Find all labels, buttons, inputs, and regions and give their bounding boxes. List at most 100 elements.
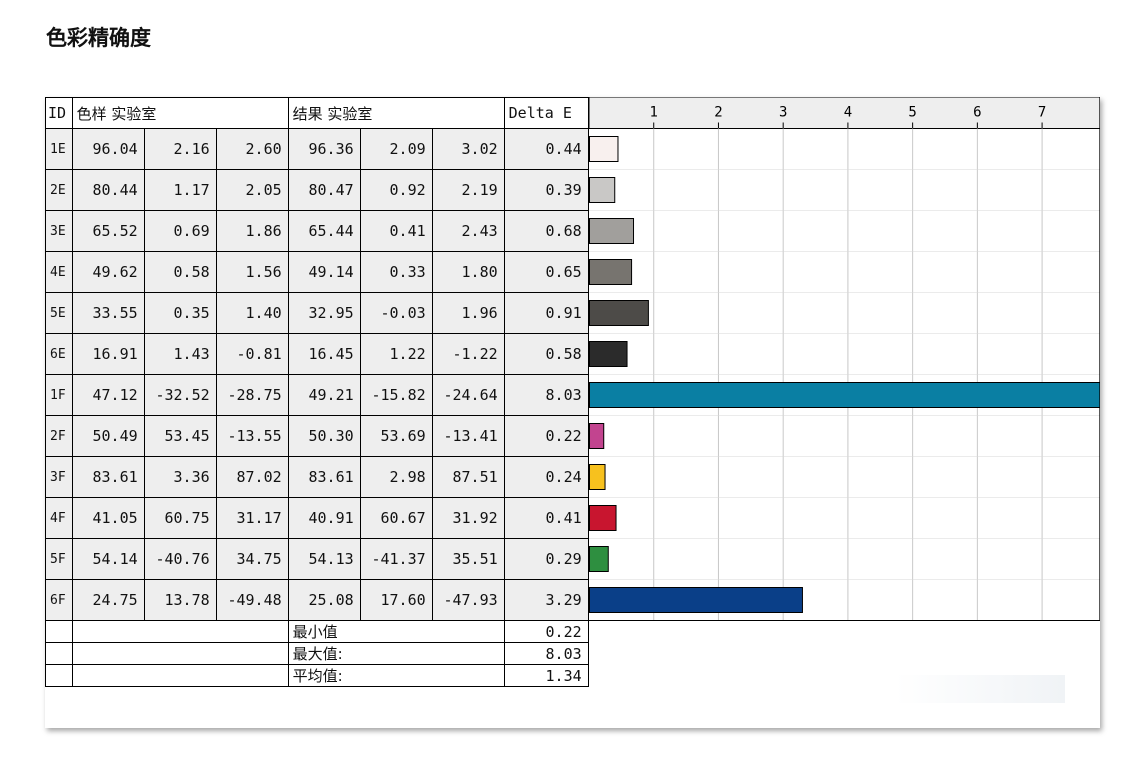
table-row: 6F 24.75 13.78 -49.48 25.08 17.60 -47.93 3.29 (45, 579, 589, 621)
result-lab-cell: 16.45 (287, 333, 361, 375)
bar (588, 423, 604, 449)
row-id-cell: 6E (45, 333, 73, 375)
sample-lab-cell: 1.86 (215, 210, 289, 252)
result-lab-cell: 0.41 (359, 210, 433, 252)
result-lab-cell: -24.64 (431, 374, 505, 416)
summary-row: 最小值 0.22 (45, 620, 589, 643)
empty-cell (45, 620, 73, 643)
sample-lab-cell: 2.16 (143, 128, 217, 170)
bar (588, 587, 803, 613)
sample-lab-cell: 47.12 (71, 374, 145, 416)
result-lab-cell: -47.93 (431, 579, 505, 621)
delta-e-bar-chart: 1 2 3 4 5 6 7 (588, 97, 1100, 621)
result-lab-cell: 2.19 (431, 169, 505, 211)
color-accuracy-table: ID 色样 实验室 结果 实验室 Delta E 1E 96.04 2.16 2.60… (45, 97, 589, 687)
result-lab-cell: 1.96 (431, 292, 505, 334)
sample-lab-cell: 1.56 (215, 251, 289, 293)
table-row: 3F 83.61 3.36 87.02 83.61 2.98 87.51 0.24 (45, 456, 589, 498)
bar (588, 136, 619, 162)
row-id-cell: 5F (45, 538, 73, 580)
result-lab-cell: -1.22 (431, 333, 505, 375)
table-row: 4F 41.05 60.75 31.17 40.91 60.67 31.92 0.41 (45, 497, 589, 539)
delta-e-cell: 0.39 (503, 169, 589, 211)
sample-lab-cell: 13.78 (143, 579, 217, 621)
sample-lab-cell: -32.52 (143, 374, 217, 416)
sample-lab-cell: 41.05 (71, 497, 145, 539)
row-id-cell: 6F (45, 579, 73, 621)
sample-lab-cell: 83.61 (71, 456, 145, 498)
row-id-cell: 1E (45, 128, 73, 170)
table-row: 5E 33.55 0.35 1.40 32.95 -0.03 1.96 0.91 (45, 292, 589, 334)
sample-lab-cell: -49.48 (215, 579, 289, 621)
header-id: ID (45, 97, 73, 129)
bar (588, 464, 606, 490)
sample-lab-cell: 2.05 (215, 169, 289, 211)
row-id-cell: 4F (45, 497, 73, 539)
color-accuracy-report: ID 色样 实验室 结果 实验室 Delta E 1E 96.04 2.16 2.60… (45, 97, 1100, 728)
delta-e-cell: 8.03 (503, 374, 589, 416)
watermark (895, 675, 1065, 703)
bar (588, 259, 632, 285)
x-tick-label: 3 (779, 105, 787, 121)
summary-label: 最小值 (287, 620, 505, 643)
result-lab-cell: 2.09 (359, 128, 433, 170)
x-tick-label: 4 (843, 105, 851, 121)
summary-row: 最大值: 8.03 (45, 642, 589, 665)
result-lab-cell: 17.60 (359, 579, 433, 621)
x-tick-label: 5 (908, 105, 916, 121)
sample-lab-cell: 53.45 (143, 415, 217, 457)
result-lab-cell: 96.36 (287, 128, 361, 170)
sample-lab-cell: 80.44 (71, 169, 145, 211)
result-lab-cell: -41.37 (359, 538, 433, 580)
table-row: 2F 50.49 53.45 -13.55 50.30 53.69 -13.41 0.22 (45, 415, 589, 457)
result-lab-cell: -15.82 (359, 374, 433, 416)
sample-lab-cell: 50.49 (71, 415, 145, 457)
x-tick-label: 1 (649, 105, 657, 121)
delta-e-cell: 0.91 (503, 292, 589, 334)
summary-value: 1.34 (503, 664, 589, 687)
sample-lab-cell: 0.58 (143, 251, 217, 293)
sample-lab-cell: 49.62 (71, 251, 145, 293)
sample-lab-cell: 33.55 (71, 292, 145, 334)
sample-lab-cell: -28.75 (215, 374, 289, 416)
x-tick-label: 6 (973, 105, 981, 121)
table-row: 1F 47.12 -32.52 -28.75 49.21 -15.82 -24.64 8.03 (45, 374, 589, 416)
result-lab-cell: 83.61 (287, 456, 361, 498)
result-lab-cell: 32.95 (287, 292, 361, 334)
delta-e-cell: 0.65 (503, 251, 589, 293)
result-lab-cell: 0.92 (359, 169, 433, 211)
empty-cell (71, 642, 289, 665)
sample-lab-cell: 16.91 (71, 333, 145, 375)
table-row: 1E 96.04 2.16 2.60 96.36 2.09 3.02 0.44 (45, 128, 589, 170)
x-tick-label: 7 (1038, 105, 1046, 121)
row-id-cell: 1F (45, 374, 73, 416)
result-lab-cell: 2.98 (359, 456, 433, 498)
sample-lab-cell: 3.36 (143, 456, 217, 498)
result-lab-cell: 49.14 (287, 251, 361, 293)
bar (588, 382, 1100, 408)
delta-e-cell: 0.44 (503, 128, 589, 170)
empty-cell (45, 664, 73, 687)
result-lab-cell: 49.21 (287, 374, 361, 416)
summary-label: 最大值: (287, 642, 505, 665)
bar (588, 546, 609, 572)
result-lab-cell: 2.43 (431, 210, 505, 252)
x-tick-label: 2 (714, 105, 722, 121)
bar (588, 300, 649, 326)
sample-lab-cell: 0.35 (143, 292, 217, 334)
result-lab-cell: 53.69 (359, 415, 433, 457)
summary-label: 平均值: (287, 664, 505, 687)
sample-lab-cell: 96.04 (71, 128, 145, 170)
result-lab-cell: 54.13 (287, 538, 361, 580)
result-lab-cell: 3.02 (431, 128, 505, 170)
result-lab-cell: 65.44 (287, 210, 361, 252)
row-id-cell: 3E (45, 210, 73, 252)
sample-lab-cell: 24.75 (71, 579, 145, 621)
sample-lab-cell: 0.69 (143, 210, 217, 252)
sample-lab-cell: 2.60 (215, 128, 289, 170)
row-id-cell: 2F (45, 415, 73, 457)
sample-lab-cell: -40.76 (143, 538, 217, 580)
result-lab-cell: 87.51 (431, 456, 505, 498)
row-id-cell: 4E (45, 251, 73, 293)
chart-header-background (588, 97, 1100, 129)
